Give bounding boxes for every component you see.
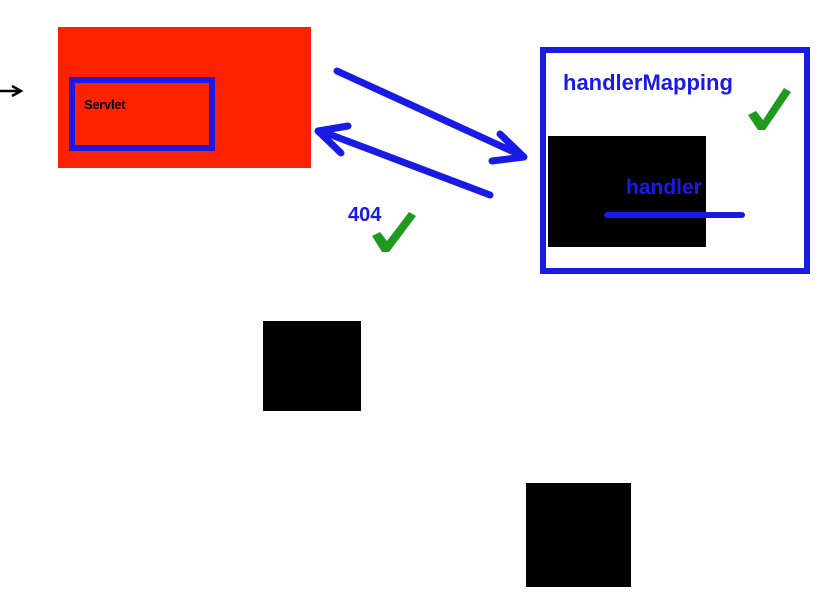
response-arrow-icon xyxy=(314,122,494,199)
black-square xyxy=(263,321,361,411)
incoming-arrow-icon xyxy=(0,84,24,98)
not-found-label: 404 xyxy=(348,204,382,226)
request-arrow-icon xyxy=(333,67,528,165)
handler-mapping-label: handlerMapping xyxy=(563,70,733,95)
handler-mapping-box xyxy=(540,47,810,274)
check-icon xyxy=(372,212,416,252)
black-square xyxy=(526,483,631,587)
check-icon xyxy=(748,88,791,130)
servlet-inner-box xyxy=(69,77,215,151)
servlet-box xyxy=(58,27,311,168)
handler-label: handler xyxy=(626,176,702,199)
servlet-label: Servlet xyxy=(84,97,126,112)
handler-block xyxy=(548,136,706,247)
